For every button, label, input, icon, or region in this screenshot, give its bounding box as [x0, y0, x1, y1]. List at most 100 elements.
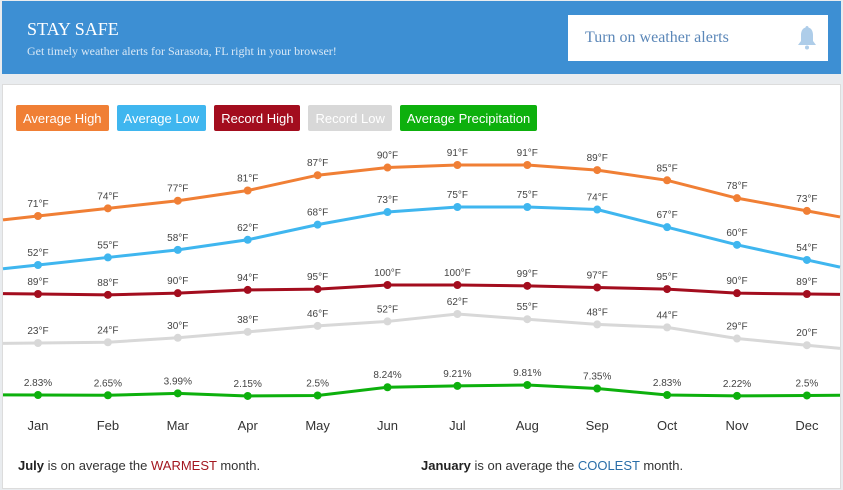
coolest-note: January is on average the COOLEST month.	[421, 458, 683, 473]
data-label: 55°F	[97, 240, 118, 251]
data-point[interactable]	[34, 261, 42, 269]
data-point[interactable]	[663, 391, 672, 399]
data-point[interactable]	[243, 186, 252, 195]
alert-button-label: Turn on weather alerts	[585, 29, 729, 46]
data-label: 24°F	[97, 325, 118, 336]
data-label: 67°F	[656, 210, 677, 221]
data-point[interactable]	[34, 339, 42, 347]
data-point[interactable]	[313, 321, 322, 330]
legend-record-high[interactable]: Record High	[214, 105, 301, 131]
coolest-word: COOLEST	[577, 458, 640, 473]
data-point[interactable]	[663, 285, 672, 294]
data-point[interactable]	[523, 281, 532, 290]
data-label: 88°F	[97, 278, 118, 289]
data-label: 8.24%	[373, 370, 401, 381]
warm-month: July	[18, 458, 45, 473]
data-point[interactable]	[383, 163, 392, 172]
data-label: 87°F	[307, 158, 328, 169]
data-point[interactable]	[523, 315, 532, 324]
series-line	[2, 205, 841, 271]
data-label: 89°F	[796, 277, 817, 288]
data-point[interactable]	[453, 203, 462, 211]
series-line	[2, 383, 841, 398]
data-label: 58°F	[167, 233, 188, 244]
x-tick-label: Oct	[657, 418, 678, 433]
data-point[interactable]	[593, 384, 602, 393]
data-point[interactable]	[103, 290, 112, 299]
x-tick-label: Feb	[97, 418, 119, 433]
data-point[interactable]	[243, 235, 252, 244]
data-label: 71°F	[27, 199, 48, 210]
data-point[interactable]	[34, 391, 42, 399]
data-point[interactable]	[733, 391, 741, 400]
data-point[interactable]	[173, 196, 182, 205]
data-label: 75°F	[517, 190, 538, 201]
data-point[interactable]	[383, 317, 392, 326]
data-label: 95°F	[307, 272, 328, 283]
bell-icon	[798, 26, 816, 50]
data-point[interactable]	[453, 310, 462, 318]
x-tick-label: Jan	[28, 418, 49, 433]
data-point[interactable]	[313, 285, 322, 294]
data-point[interactable]	[383, 383, 392, 392]
data-point[interactable]	[523, 203, 532, 211]
legend-average-high[interactable]: Average High	[16, 105, 109, 131]
data-point[interactable]	[34, 212, 42, 220]
data-point[interactable]	[802, 341, 811, 350]
data-point[interactable]	[453, 161, 462, 169]
legend-average-precipitation[interactable]: Average Precipitation	[399, 105, 538, 131]
data-point[interactable]	[383, 208, 392, 217]
data-label: 55°F	[517, 302, 538, 313]
data-point[interactable]	[173, 389, 182, 398]
data-point[interactable]	[103, 338, 112, 347]
data-label: 100°F	[444, 268, 471, 279]
data-point[interactable]	[313, 171, 322, 180]
data-point[interactable]	[173, 289, 182, 298]
data-point[interactable]	[733, 240, 741, 249]
data-point[interactable]	[593, 283, 602, 292]
data-point[interactable]	[663, 323, 672, 332]
data-point[interactable]	[453, 281, 462, 289]
data-point[interactable]	[103, 391, 112, 400]
legend-record-low[interactable]: Record Low	[308, 105, 392, 131]
data-point[interactable]	[802, 391, 811, 400]
data-point[interactable]	[593, 166, 602, 175]
turn-on-alerts-button[interactable]: Turn on weather alerts	[568, 15, 828, 61]
data-point[interactable]	[173, 245, 182, 254]
data-point[interactable]	[802, 255, 811, 264]
data-label: 2.65%	[94, 378, 122, 389]
data-point[interactable]	[313, 220, 322, 229]
data-point[interactable]	[523, 161, 532, 169]
data-point[interactable]	[593, 320, 602, 329]
data-label: 78°F	[726, 181, 747, 192]
data-point[interactable]	[173, 333, 182, 342]
data-point[interactable]	[313, 391, 322, 400]
data-point[interactable]	[593, 205, 602, 214]
data-point[interactable]	[103, 204, 112, 213]
data-label: 100°F	[374, 268, 401, 279]
x-tick-label: Jun	[377, 418, 398, 433]
data-point[interactable]	[733, 334, 741, 343]
data-label: 9.81%	[513, 368, 541, 379]
data-label: 99°F	[517, 269, 538, 280]
data-point[interactable]	[663, 223, 672, 232]
data-point[interactable]	[733, 194, 741, 203]
legend-average-low[interactable]: Average Low	[116, 105, 207, 131]
data-point[interactable]	[663, 176, 672, 185]
data-point[interactable]	[103, 253, 112, 262]
data-point[interactable]	[802, 290, 811, 298]
data-point[interactable]	[243, 327, 252, 336]
data-point[interactable]	[243, 285, 252, 294]
data-point[interactable]	[523, 381, 532, 389]
data-point[interactable]	[383, 281, 392, 289]
data-label: 52°F	[27, 248, 48, 259]
data-label: 2.5%	[306, 378, 329, 389]
data-point[interactable]	[453, 381, 462, 390]
data-point[interactable]	[733, 289, 741, 298]
data-point[interactable]	[34, 290, 42, 298]
data-label: 48°F	[587, 307, 608, 318]
data-point[interactable]	[802, 206, 811, 215]
warm-text: is on average the	[44, 458, 151, 473]
data-point[interactable]	[243, 391, 252, 400]
